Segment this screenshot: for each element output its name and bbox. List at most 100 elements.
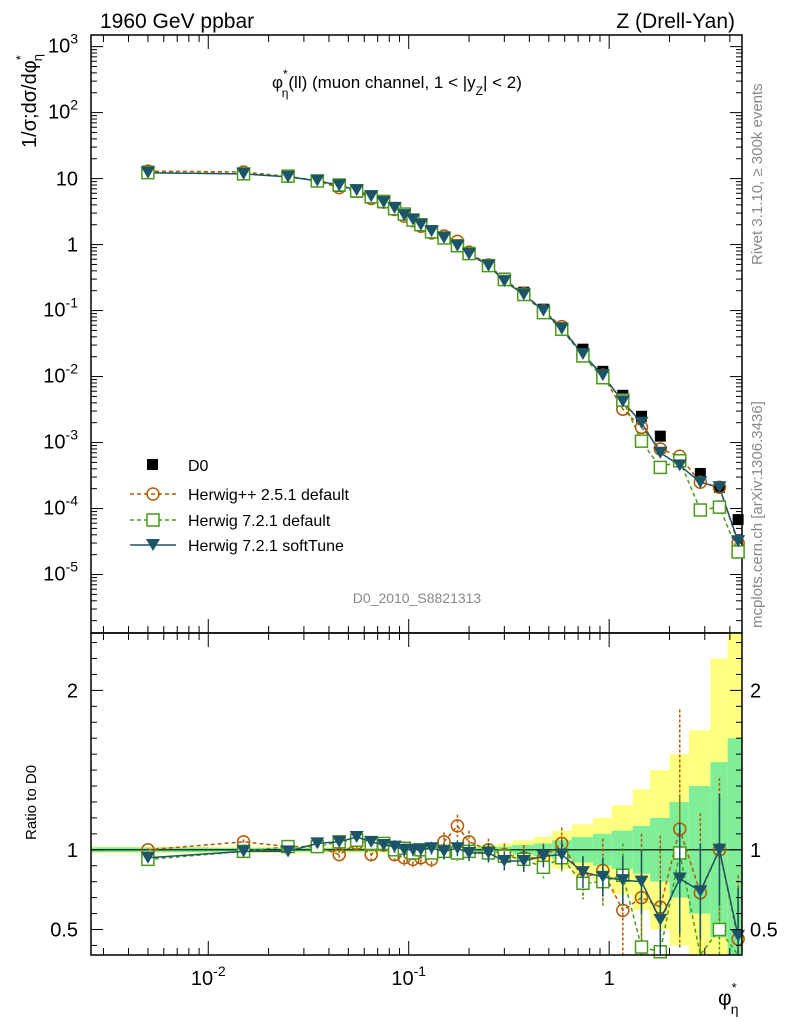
data-point <box>405 213 420 226</box>
y-tick-exponent: -3 <box>66 427 79 443</box>
ylabel-main: 1/σ;dσ/dφ <box>19 60 41 148</box>
mcplots-note: mcplots.cern.ch [arXiv:1306.3436] <box>749 401 766 628</box>
data-point <box>635 410 647 422</box>
data-point <box>462 248 477 261</box>
data-point <box>536 304 551 317</box>
data-point <box>437 231 452 244</box>
ratio-point <box>653 913 668 926</box>
legend-entry-softtune: Herwig 7.2.1 softTune <box>130 538 344 555</box>
ratio-point <box>575 866 590 879</box>
data-point <box>554 322 569 335</box>
ratio-point <box>672 872 687 885</box>
data-point <box>634 434 649 448</box>
data-point <box>387 201 402 214</box>
x-tick-label: 10-2 <box>191 963 226 990</box>
data-point <box>732 514 744 526</box>
ratio-y-tick-label-left: 1 <box>67 840 78 862</box>
ratio-point <box>693 885 708 898</box>
header-right: Z (Drell-Yan) <box>616 10 735 33</box>
x-tick-label: 1 <box>604 968 615 990</box>
legend-label-herwig72: Herwig 7.2.1 default <box>188 513 331 530</box>
xlabel-sub: η <box>731 1001 739 1017</box>
ratio-point <box>413 843 428 856</box>
data-point <box>310 174 325 187</box>
main-plot-title: φ* η(ll) (muon channel, 1 < |yZ| < 2) <box>272 67 522 100</box>
ratio-point <box>536 850 551 863</box>
y-tick-label: 1 <box>67 235 78 257</box>
ratio-point <box>712 922 727 937</box>
ratio-y-tick-label-left: 2 <box>67 680 78 702</box>
analysis-id: D0_2010_S8821313 <box>353 590 482 606</box>
data-point <box>712 481 727 494</box>
ratio-point <box>332 847 346 862</box>
ratio-point <box>236 845 251 858</box>
title-z: Z <box>476 84 483 98</box>
data-point <box>349 184 364 197</box>
ylabel-sub: η <box>30 54 45 61</box>
data-point <box>694 467 706 479</box>
y-tick-base: 10 <box>43 564 65 586</box>
title-rest: | < 2) <box>483 73 522 92</box>
y-tick-label: 10-3 <box>43 427 78 454</box>
data-point <box>281 170 296 183</box>
data-point <box>731 535 746 548</box>
y-tick-label: 103 <box>48 31 78 58</box>
data-point <box>693 503 708 517</box>
title-sub: η <box>282 86 289 100</box>
data-point <box>376 196 391 209</box>
title-star: * <box>283 67 288 81</box>
ratio-point <box>450 842 465 855</box>
y-tick-exponent: -5 <box>66 559 79 575</box>
ratio-series-layer <box>140 709 746 959</box>
ratio-panel: 0.5 0.51 12 210-2 10-1 1 Ratio to D0 φ* η <box>23 632 778 1017</box>
data-point <box>595 369 610 382</box>
ratio-point <box>387 840 402 853</box>
legend-marker-triangle <box>146 539 160 551</box>
y-tick-label: 102 <box>48 97 78 124</box>
ratio-point <box>349 831 364 844</box>
ratio-point <box>364 835 379 848</box>
y-tick-exponent: -1 <box>66 295 79 311</box>
series-line-3 <box>147 171 739 542</box>
ylabel-star: * <box>13 55 28 60</box>
x-tick-exponent: -1 <box>414 963 427 979</box>
y-tick-base: 10 <box>48 36 70 58</box>
data-point <box>236 167 251 180</box>
y-tick-label: 10-2 <box>43 361 78 388</box>
ratio-point <box>615 874 630 887</box>
data-point <box>712 500 727 514</box>
y-tick-base: 10 <box>43 432 65 454</box>
main-series-layer <box>140 164 746 559</box>
xlabel-phi: φ <box>718 987 732 1010</box>
y-tick-exponent: 3 <box>70 31 78 47</box>
ratio-uncertainty-bands <box>91 633 742 955</box>
main-ylabel: 1/σ;dσ/dφ* η <box>13 54 45 148</box>
data-point <box>332 179 347 192</box>
legend-entry-data: D0 <box>147 458 209 475</box>
data-point <box>653 460 668 475</box>
legend-entry-herwig72: Herwig 7.2.1 default <box>130 513 331 530</box>
y-tick-base: 10 <box>48 102 70 124</box>
ratio-y-tick-label-right: 0.5 <box>750 919 778 941</box>
x-tick-base: 10 <box>391 968 413 990</box>
y-tick-label: 10 <box>56 169 78 191</box>
ratio-point <box>450 819 465 833</box>
data-point <box>364 190 379 203</box>
data-point <box>654 430 666 442</box>
legend-marker-square <box>147 459 158 470</box>
y-tick-base: 10 <box>43 366 65 388</box>
ratio-xlabel: φ* η <box>718 980 738 1017</box>
rivet-note: Rivet 3.1.10, ≥ 300k events <box>749 83 766 265</box>
data-point <box>140 166 155 179</box>
ratio-point <box>712 843 727 856</box>
y-tick-label: 10-1 <box>43 295 78 322</box>
x-tick-base: 10 <box>191 968 213 990</box>
y-tick-base: 10 <box>43 498 65 520</box>
data-point <box>450 239 465 252</box>
data-point <box>575 347 590 360</box>
y-tick-label: 10-5 <box>43 559 78 586</box>
ratio-point <box>281 845 296 858</box>
